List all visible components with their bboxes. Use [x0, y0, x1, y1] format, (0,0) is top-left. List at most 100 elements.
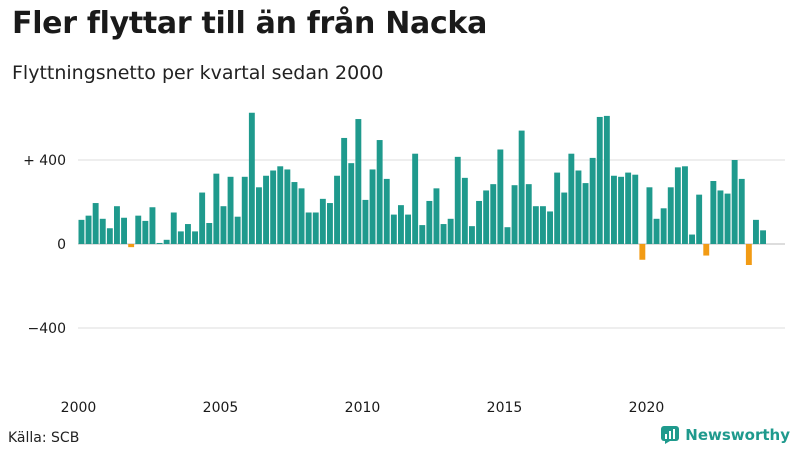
bar [717, 190, 724, 244]
bar [738, 178, 745, 244]
bar [440, 224, 447, 244]
bar [369, 169, 376, 244]
bar [405, 214, 411, 244]
bar [731, 160, 738, 244]
bar [674, 167, 681, 244]
x-tick-label: 2010 [345, 400, 381, 416]
bar [355, 119, 362, 244]
bar [618, 176, 624, 244]
bar [682, 166, 688, 244]
bar [710, 181, 717, 244]
chart-subtitle: Flyttningsnetto per kvartal sedan 2000 [12, 62, 384, 84]
bar [696, 194, 703, 244]
chart-title: Fler flyttar till än från Nacka [12, 6, 488, 41]
y-tick-label: 0 [57, 237, 66, 253]
bar [461, 177, 468, 244]
bar [92, 203, 99, 244]
bar [319, 198, 326, 244]
bar [760, 230, 766, 244]
bar [149, 207, 156, 244]
bar [504, 227, 511, 244]
bar [419, 225, 426, 244]
bar [554, 172, 561, 244]
bar-chart: + 400 0 −400 2000 2005 2010 2015 2020 [23, 112, 785, 416]
bar [447, 218, 454, 244]
bar [106, 228, 113, 244]
bar [390, 214, 397, 244]
bar [660, 208, 667, 244]
y-tick-label: −400 [28, 321, 66, 337]
bar [327, 203, 333, 244]
bar [206, 223, 213, 244]
newsworthy-logo-icon [661, 426, 680, 444]
bar [241, 176, 248, 244]
bar [724, 193, 731, 244]
bar [568, 153, 575, 244]
bar [703, 244, 710, 256]
bar [511, 185, 518, 244]
bar [454, 156, 461, 244]
bar [284, 169, 291, 244]
bar [135, 215, 142, 244]
bar [334, 175, 340, 244]
brand-logo[interactable]: Newsworthy [661, 426, 790, 444]
bar [483, 190, 490, 244]
bar [582, 183, 589, 244]
bar [426, 200, 433, 244]
bar [256, 187, 262, 244]
bar [85, 215, 92, 244]
bar [596, 116, 603, 244]
bar [490, 184, 497, 244]
bar [518, 130, 525, 244]
bar [625, 172, 632, 244]
bar [305, 212, 312, 244]
x-tick-label: 2015 [487, 400, 523, 416]
x-tick-label: 2005 [203, 400, 239, 416]
bar [121, 217, 127, 244]
bar [611, 175, 617, 244]
source-label: Källa: SCB [8, 430, 80, 446]
bar [561, 192, 568, 244]
bar [163, 239, 170, 244]
bar [248, 112, 255, 244]
bar [376, 140, 383, 244]
bar [412, 153, 419, 244]
bar [589, 157, 596, 244]
bar [575, 170, 582, 244]
bar [603, 115, 610, 245]
bar [547, 211, 553, 244]
bar [227, 176, 234, 244]
y-tick-label: + 400 [23, 153, 66, 169]
bar [199, 192, 206, 244]
bar [632, 174, 639, 244]
bar [156, 242, 163, 244]
bar [398, 205, 404, 244]
bar [667, 187, 674, 244]
bar [192, 231, 198, 244]
bar [298, 188, 305, 244]
bar [348, 163, 355, 244]
bar [469, 226, 475, 244]
bar [213, 173, 220, 244]
bar [177, 231, 184, 244]
bar [646, 187, 653, 244]
bar [383, 178, 390, 244]
bar [128, 244, 135, 248]
bar [639, 244, 646, 260]
bar [540, 206, 546, 244]
bar [362, 199, 369, 244]
bar [277, 166, 284, 244]
bar [312, 212, 319, 244]
bar [689, 234, 695, 244]
bar [753, 219, 759, 244]
bar [745, 244, 752, 265]
bar [341, 137, 348, 244]
bar [532, 206, 539, 244]
brand-name: Newsworthy [685, 426, 790, 444]
bar [653, 218, 660, 244]
bar [114, 206, 120, 244]
bar [291, 182, 298, 244]
bar [525, 184, 532, 244]
bar [270, 170, 277, 244]
x-tick-label: 2020 [629, 400, 665, 416]
